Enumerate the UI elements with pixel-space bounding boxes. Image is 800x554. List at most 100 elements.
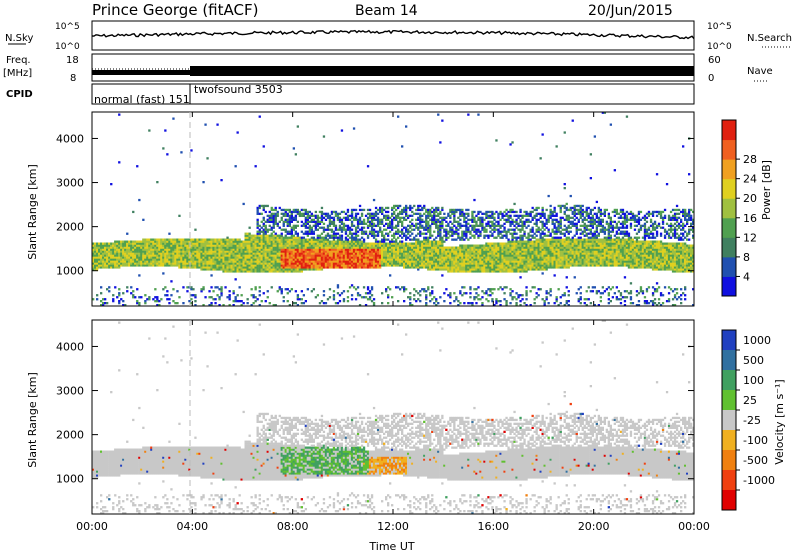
power-cell [391, 242, 394, 245]
power-cell [368, 246, 372, 249]
power-cell [274, 208, 277, 212]
power-cell [272, 224, 275, 227]
power-cell [505, 264, 508, 267]
power-cell [168, 302, 171, 305]
power-cell [521, 264, 524, 267]
power-cell [354, 288, 358, 291]
power-cell [433, 258, 436, 261]
power-cell [224, 244, 227, 247]
power-cell [100, 254, 103, 257]
power-cell [94, 242, 97, 245]
power-cell [346, 238, 350, 241]
power-cell [98, 252, 101, 255]
power-cell [455, 262, 458, 265]
power-cell [296, 294, 300, 297]
power-cell [477, 212, 480, 215]
power-cell [208, 240, 211, 243]
power-cell [118, 302, 121, 305]
power-cell [407, 214, 410, 217]
power-cell [300, 252, 304, 255]
power-cell [126, 258, 129, 261]
power-cell [268, 258, 271, 261]
power-cell [134, 246, 137, 249]
power-cell [509, 270, 512, 273]
power-cell [162, 250, 165, 253]
power-cell [509, 288, 512, 291]
power-cell [405, 244, 408, 247]
power-cell [272, 252, 275, 255]
power-cell [501, 236, 504, 239]
power-cell [286, 208, 289, 212]
power-cell [443, 248, 446, 251]
power-cell [274, 256, 277, 259]
power-cell [527, 238, 530, 241]
power-cell [182, 258, 185, 261]
power-cell [258, 266, 261, 269]
power-cell [200, 254, 203, 257]
power-cell [258, 290, 261, 293]
power-cell [350, 240, 354, 243]
power-cell [491, 300, 494, 303]
power-cell [108, 258, 111, 261]
power-cell [449, 294, 452, 297]
power-cell [322, 244, 326, 247]
power-cell [190, 240, 193, 243]
power-cell [415, 256, 418, 259]
power-cell [296, 210, 300, 214]
power-cell [302, 248, 306, 251]
power-cell [128, 254, 131, 257]
power-cell [459, 248, 462, 251]
power-cell [395, 238, 398, 241]
power-cell [372, 224, 376, 227]
power-cell [294, 248, 298, 251]
power-cell [240, 268, 243, 271]
power-cell [216, 286, 219, 289]
power-cell [401, 216, 404, 219]
power-cell [212, 238, 215, 241]
power-cell [395, 250, 398, 253]
power-cell [479, 234, 482, 237]
power-cell [170, 294, 173, 297]
power-cell [222, 264, 225, 267]
power-cell [166, 242, 169, 245]
power-cell [495, 262, 498, 265]
power-cell [254, 242, 257, 245]
power-cell [360, 212, 364, 215]
power-cell [427, 238, 430, 241]
power-cell [405, 212, 408, 215]
power-cell [461, 262, 464, 265]
power-cell [485, 248, 488, 251]
power-cell [427, 210, 430, 214]
power-cell [383, 236, 386, 239]
power-cell [489, 270, 492, 273]
power-cell [348, 236, 352, 239]
power-cell [389, 258, 392, 261]
power-cell [282, 236, 285, 239]
power-cell [248, 236, 251, 239]
power-cell [503, 226, 506, 229]
power-cell [174, 250, 177, 253]
power-cell [304, 244, 308, 247]
power-cell [310, 290, 314, 293]
power-cell [292, 210, 296, 214]
power-cell [521, 242, 524, 245]
power-cell [314, 268, 318, 271]
power-cell [302, 294, 306, 297]
power-cell [144, 246, 147, 249]
power-cell [290, 254, 294, 257]
power-cell [505, 268, 508, 271]
power-cell [166, 238, 169, 241]
power-cell [190, 288, 193, 291]
power-cell [429, 212, 432, 215]
power-cell [260, 248, 263, 251]
power-cell [320, 254, 324, 257]
power-cell [499, 248, 502, 251]
power-cell [379, 254, 382, 257]
power-cell [362, 220, 366, 223]
power-cell [296, 260, 300, 263]
power-cell [208, 262, 211, 265]
power-cell [437, 208, 440, 212]
power-cell [188, 262, 191, 265]
power-cell [178, 262, 181, 265]
power-cell [413, 244, 416, 247]
